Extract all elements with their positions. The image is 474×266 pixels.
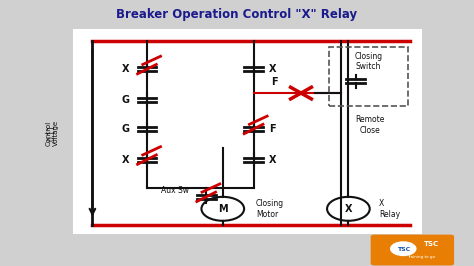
Text: Control
Voltage: Control Voltage bbox=[46, 120, 59, 146]
Text: G: G bbox=[122, 95, 129, 105]
Text: X: X bbox=[269, 64, 276, 74]
Text: Remote
Close: Remote Close bbox=[355, 115, 384, 135]
Text: F: F bbox=[272, 77, 278, 88]
Text: Training to go: Training to go bbox=[408, 255, 436, 260]
Text: X
Relay: X Relay bbox=[379, 199, 401, 218]
Text: TSC: TSC bbox=[397, 247, 410, 252]
Text: X: X bbox=[122, 155, 129, 165]
Text: Aux Sw: Aux Sw bbox=[161, 186, 190, 195]
Text: Breaker Operation Control "X" Relay: Breaker Operation Control "X" Relay bbox=[117, 8, 357, 21]
Text: X: X bbox=[269, 155, 276, 165]
Text: X: X bbox=[345, 204, 352, 214]
Text: 0.11: 0.11 bbox=[48, 125, 56, 141]
FancyBboxPatch shape bbox=[73, 29, 422, 234]
Text: TSC: TSC bbox=[424, 241, 439, 247]
Text: Closing
Switch: Closing Switch bbox=[355, 52, 383, 71]
Text: X: X bbox=[122, 64, 129, 74]
FancyBboxPatch shape bbox=[371, 235, 454, 265]
Text: F: F bbox=[269, 124, 276, 134]
Circle shape bbox=[390, 241, 417, 256]
Text: Closing
Motor: Closing Motor bbox=[256, 199, 284, 218]
Bar bbox=[329, 47, 408, 106]
Text: M: M bbox=[218, 204, 228, 214]
Text: G: G bbox=[122, 124, 129, 134]
